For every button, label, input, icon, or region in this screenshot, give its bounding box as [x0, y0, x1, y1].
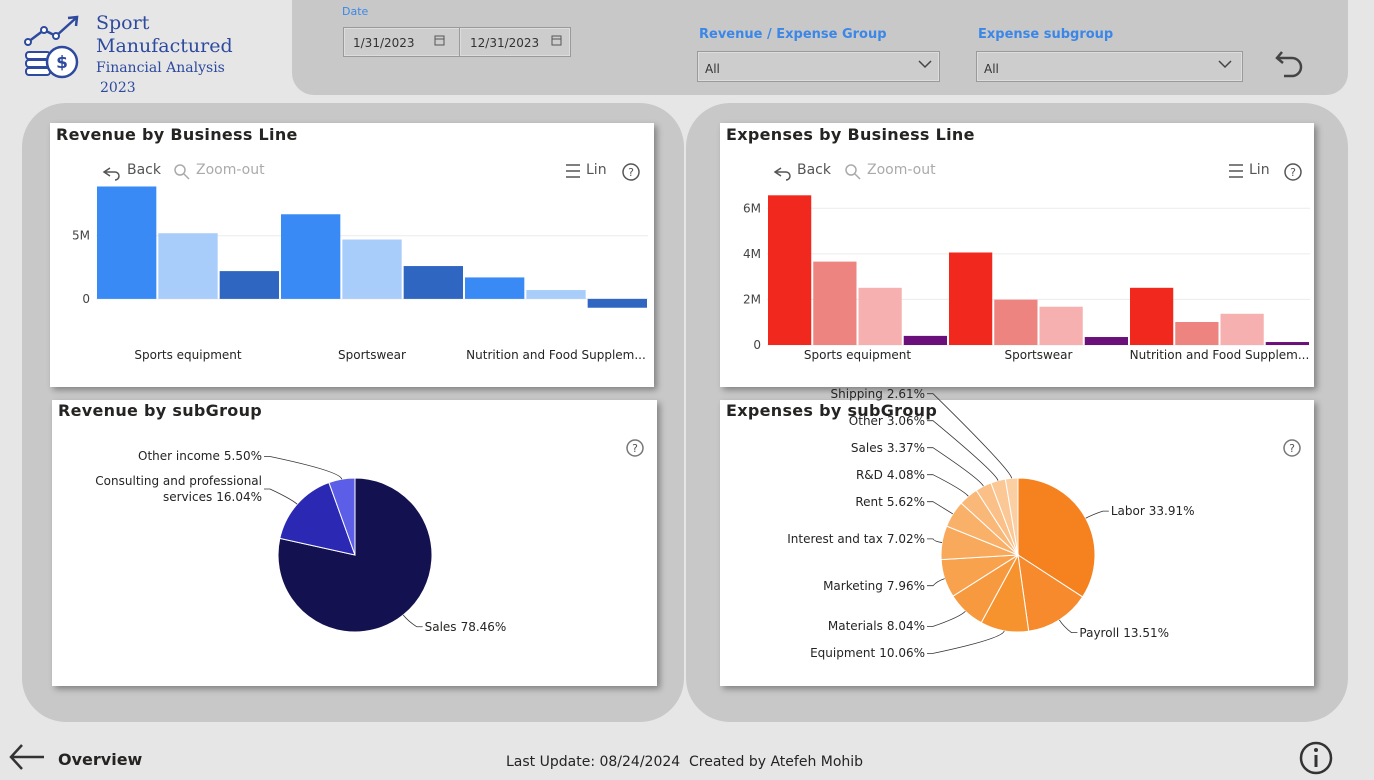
- data-label: Labor 33.91%: [1111, 503, 1195, 519]
- data-label: Shipping 2.61%: [831, 386, 925, 402]
- info-button[interactable]: [1298, 740, 1334, 776]
- dropdown-arrows: [918, 60, 1232, 69]
- data-label: Interest and tax 7.02%: [787, 531, 925, 547]
- back-nav[interactable]: [8, 740, 48, 776]
- chart-title: Expenses by subGroup: [726, 401, 938, 420]
- value-label: 78.46%: [460, 619, 507, 634]
- data-label: Other income 5.50%: [138, 448, 262, 464]
- value-label: 4.08%: [886, 467, 925, 482]
- logo-title: Sport: [96, 12, 150, 34]
- data-label: Consulting and professional services 16.0…: [94, 473, 262, 505]
- category-label: Shipping: [830, 386, 883, 401]
- back-button[interactable]: Back: [797, 162, 831, 178]
- value-label: 7.96%: [886, 578, 925, 593]
- logo-subtitle: Financial Analysis: [96, 60, 225, 76]
- category-label: Materials: [827, 619, 883, 634]
- category-label: Sales: [424, 619, 457, 634]
- subgroup-dropdown[interactable]: All: [976, 51, 1243, 82]
- category-label: Equipment: [810, 646, 876, 661]
- back-button[interactable]: Back: [127, 162, 161, 178]
- group-dropdown[interactable]: All: [697, 51, 940, 82]
- category-label: Other: [848, 413, 883, 428]
- data-label: R&D 4.08%: [856, 467, 925, 483]
- data-label: Sales 3.37%: [851, 440, 925, 456]
- page-name: Overview: [58, 750, 143, 769]
- category-label: Rent: [855, 494, 883, 509]
- card: [52, 400, 657, 686]
- value-label: 2.61%: [886, 386, 925, 401]
- svg-text:$: $: [56, 53, 68, 73]
- data-label: Rent 5.62%: [855, 494, 925, 510]
- chart-title: Revenue by subGroup: [58, 401, 263, 420]
- data-label: Marketing 7.96%: [823, 578, 925, 594]
- list-button[interactable]: Lin: [1249, 162, 1270, 178]
- list-button[interactable]: Lin: [586, 162, 607, 178]
- value-label: 5.62%: [886, 494, 925, 509]
- value-label: 13.51%: [1123, 625, 1170, 640]
- category-label: Other income: [138, 449, 220, 464]
- value-label: 16.04%: [216, 489, 262, 504]
- subgroup-label: Expense subgroup: [978, 27, 1114, 42]
- value-label: 3.06%: [886, 413, 925, 428]
- value-label: 7.02%: [886, 531, 925, 546]
- category-label: Labor: [1110, 504, 1145, 519]
- value-label: 3.37%: [886, 440, 925, 455]
- chart-title: Expenses by Business Line: [726, 125, 975, 144]
- category-label: Consulting and professional services: [95, 473, 262, 504]
- logo-year: 2023: [100, 80, 136, 96]
- date-label: Date: [342, 5, 369, 18]
- data-label: Materials 8.04%: [828, 618, 925, 634]
- reset-button[interactable]: [1274, 46, 1308, 80]
- last-update: Last Update: 08/24/2024: [506, 754, 681, 770]
- author: Created by Atefeh Mohib: [689, 754, 864, 770]
- calendar-icons: [434, 35, 562, 46]
- logo-title: Manufactured: [96, 35, 233, 57]
- data-label: Sales 78.46%: [425, 619, 507, 635]
- date-start[interactable]: 1/31/2023: [343, 27, 462, 57]
- chart-title: Revenue by Business Line: [56, 125, 298, 144]
- category-label: Payroll: [1079, 625, 1120, 640]
- value-label: 10.06%: [879, 646, 925, 661]
- zoom-out-button[interactable]: Zoom-out: [867, 162, 936, 178]
- data-label: Other 3.06%: [849, 413, 925, 429]
- category-label: Marketing: [823, 578, 883, 593]
- logo-icon: $: [24, 15, 79, 79]
- group-label: Revenue / Expense Group: [699, 27, 887, 42]
- value-label: 5.50%: [223, 449, 262, 464]
- category-label: Interest and tax: [787, 531, 883, 546]
- value-label: 8.04%: [886, 619, 925, 634]
- category-label: R&D: [855, 467, 883, 482]
- data-label: Equipment 10.06%: [810, 645, 925, 661]
- value-label: 33.91%: [1148, 504, 1195, 519]
- data-label: Payroll 13.51%: [1079, 625, 1169, 641]
- category-label: Sales: [850, 440, 883, 455]
- zoom-out-button[interactable]: Zoom-out: [196, 162, 265, 178]
